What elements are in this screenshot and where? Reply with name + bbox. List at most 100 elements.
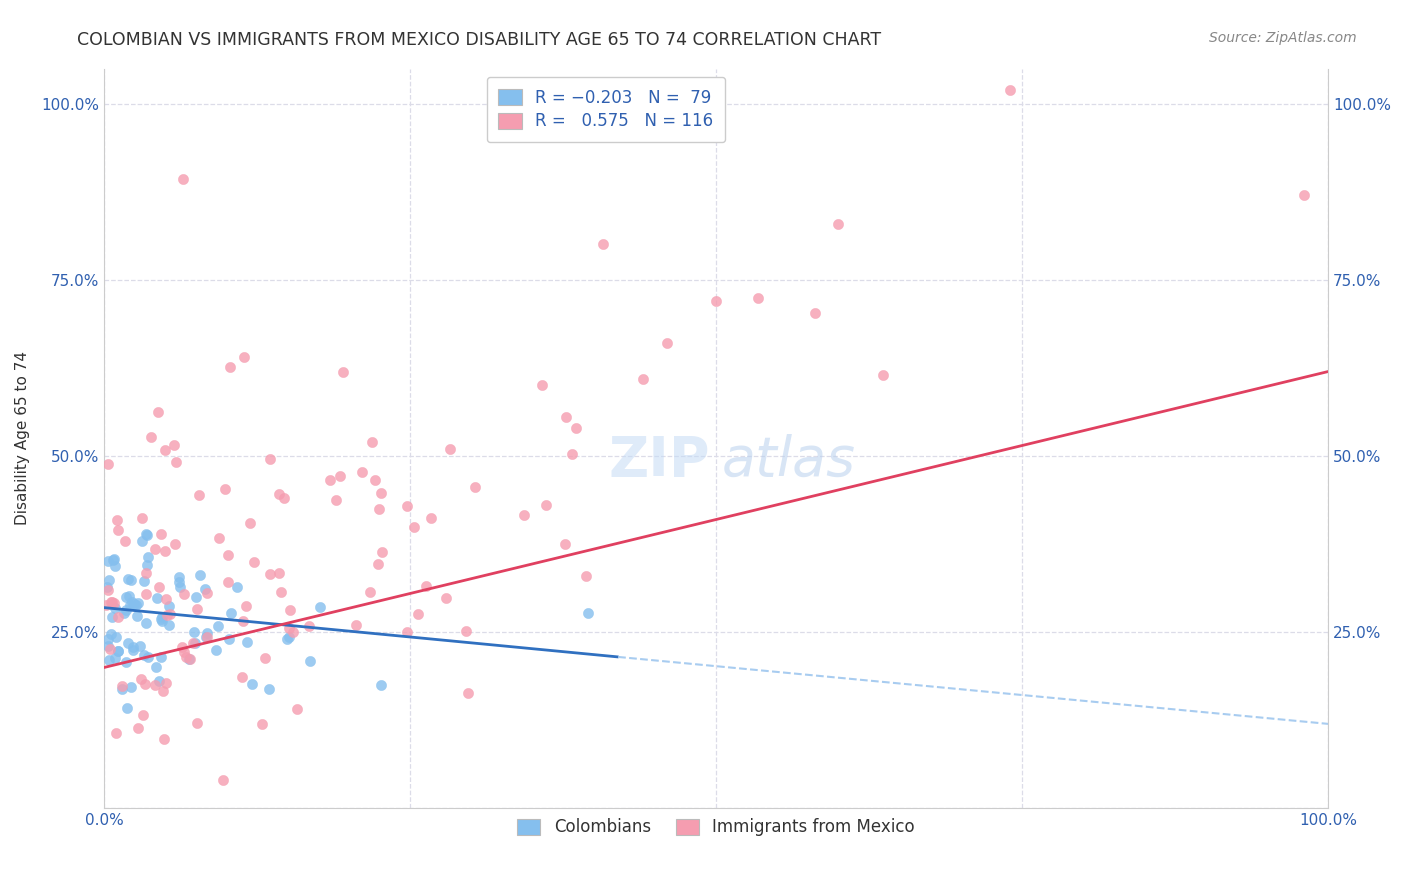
Point xyxy=(276,632,298,646)
Point xyxy=(285,702,308,716)
Point xyxy=(232,614,254,628)
Point xyxy=(121,595,143,609)
Point xyxy=(186,601,208,615)
Point xyxy=(195,630,218,644)
Point xyxy=(135,566,157,581)
Point xyxy=(167,574,190,589)
Point xyxy=(148,673,170,688)
Point xyxy=(236,634,259,648)
Point xyxy=(329,468,352,483)
Point xyxy=(325,492,347,507)
Point xyxy=(150,527,173,541)
Point xyxy=(127,596,149,610)
Point xyxy=(97,632,120,646)
Point xyxy=(269,566,291,580)
Point xyxy=(122,640,145,655)
Point xyxy=(454,624,477,638)
Point xyxy=(150,650,173,665)
Point xyxy=(187,488,209,502)
Text: COLOMBIAN VS IMMIGRANTS FROM MEXICO DISABILITY AGE 65 TO 74 CORRELATION CHART: COLOMBIAN VS IMMIGRANTS FROM MEXICO DISA… xyxy=(77,31,882,49)
Point xyxy=(259,681,281,696)
Text: ZIP: ZIP xyxy=(609,434,710,488)
Point xyxy=(131,533,153,548)
Point xyxy=(370,678,392,692)
Point xyxy=(118,589,141,603)
Point xyxy=(173,645,195,659)
Point xyxy=(270,585,292,599)
Point xyxy=(235,599,257,613)
Point xyxy=(554,537,576,551)
Point xyxy=(100,595,122,609)
Point xyxy=(159,607,181,621)
Point xyxy=(155,544,177,558)
Point xyxy=(217,548,239,562)
Point xyxy=(115,603,138,617)
Point xyxy=(138,549,160,564)
Point xyxy=(344,617,367,632)
Point xyxy=(214,482,236,496)
Point xyxy=(565,421,588,435)
Point xyxy=(218,632,240,647)
Point xyxy=(105,513,128,527)
Point xyxy=(299,654,322,668)
Point xyxy=(97,457,120,471)
Point xyxy=(554,409,576,424)
Legend: Colombians, Immigrants from Mexico: Colombians, Immigrants from Mexico xyxy=(509,810,924,845)
Point xyxy=(217,574,239,589)
Point xyxy=(368,501,391,516)
Point xyxy=(186,590,208,604)
Point xyxy=(111,679,134,693)
Y-axis label: Disability Age 65 to 74: Disability Age 65 to 74 xyxy=(15,351,30,525)
Point xyxy=(309,600,332,615)
Point xyxy=(173,587,195,601)
Point xyxy=(360,435,382,450)
Point xyxy=(136,558,159,572)
Point xyxy=(107,609,129,624)
Point xyxy=(97,554,120,568)
Point xyxy=(117,636,139,650)
Point xyxy=(101,553,124,567)
Point xyxy=(100,626,122,640)
Point xyxy=(250,717,273,731)
Point xyxy=(233,350,256,364)
Point xyxy=(219,606,242,620)
Point xyxy=(136,650,159,665)
Point xyxy=(156,608,179,623)
Point xyxy=(169,580,191,594)
Point xyxy=(747,292,769,306)
Point xyxy=(122,597,145,611)
Point xyxy=(153,732,176,747)
Point xyxy=(155,591,177,606)
Point xyxy=(145,659,167,673)
Point xyxy=(319,473,342,487)
Point xyxy=(165,537,187,551)
Point xyxy=(655,336,678,351)
Point xyxy=(534,498,557,512)
Point xyxy=(129,673,152,687)
Point xyxy=(146,591,169,605)
Point xyxy=(118,599,141,613)
Point xyxy=(112,606,135,620)
Point xyxy=(183,636,205,650)
Point xyxy=(231,670,253,684)
Point xyxy=(352,465,374,479)
Point xyxy=(226,580,249,594)
Point xyxy=(114,656,136,670)
Point xyxy=(183,625,205,640)
Point xyxy=(115,591,138,605)
Point xyxy=(97,653,120,667)
Point xyxy=(107,643,129,657)
Point xyxy=(195,630,218,644)
Point xyxy=(998,83,1021,97)
Point xyxy=(103,596,125,610)
Point xyxy=(136,527,159,541)
Point xyxy=(1292,188,1315,202)
Point xyxy=(143,678,166,692)
Point xyxy=(148,580,170,594)
Point xyxy=(239,516,262,531)
Point xyxy=(107,523,129,537)
Point xyxy=(170,640,193,654)
Point xyxy=(253,650,276,665)
Point xyxy=(370,486,392,500)
Point xyxy=(396,624,419,639)
